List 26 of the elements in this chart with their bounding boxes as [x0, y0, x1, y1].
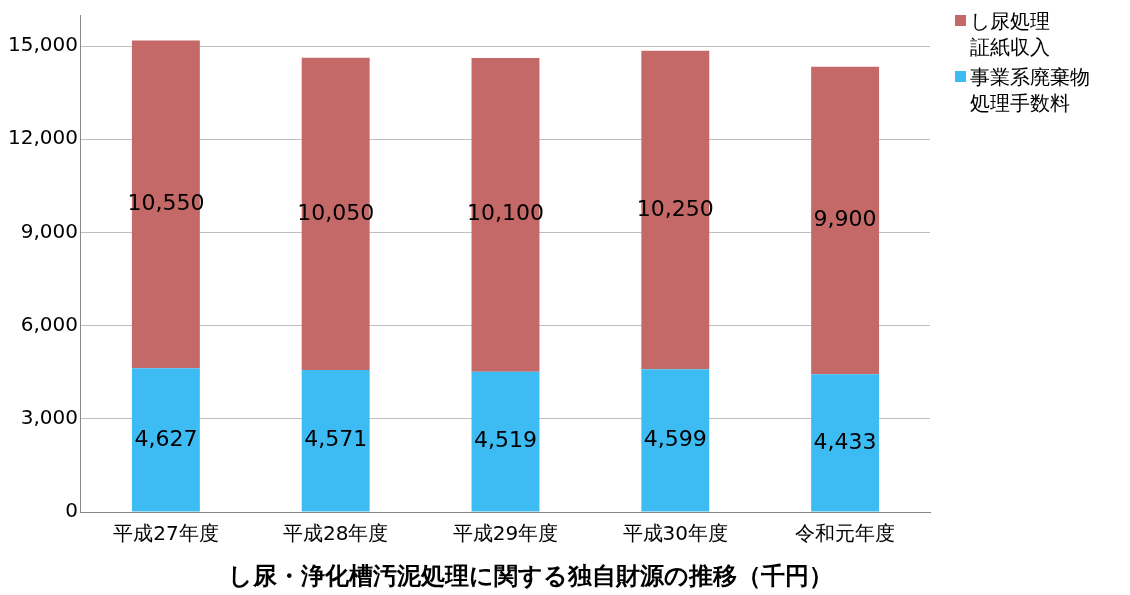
y-tick-label: 6,000 — [20, 311, 78, 336]
data-label: 4,571 — [304, 426, 368, 452]
legend-label: し尿処理証紙収入 — [970, 8, 1051, 60]
y-tick-label: 3,000 — [20, 405, 78, 430]
bar — [811, 66, 880, 375]
x-tick-label: 平成28年度 — [282, 521, 389, 546]
y-tick-label: 9,000 — [20, 218, 78, 243]
y-tick-label: 15,000 — [8, 32, 78, 57]
y-tick-label: 0 — [65, 498, 78, 523]
bar — [811, 374, 880, 512]
x-tick-label: 令和元年度 — [795, 521, 896, 546]
data-label: 4,433 — [813, 428, 877, 454]
bar — [471, 371, 540, 512]
x-tick-label: 平成30年度 — [622, 521, 729, 546]
legend-label: 事業系廃棄物処理手数料 — [970, 64, 1091, 116]
data-label: 4,519 — [474, 427, 537, 453]
bar — [301, 370, 370, 512]
text: し尿・浄化槽汚泥処理に関する独自財源の推移（千円） — [226, 561, 834, 592]
x-tick-label: 平成27年度 — [113, 521, 219, 546]
y-tick-label: 12,000 — [8, 125, 78, 150]
data-label: 9,900 — [813, 206, 877, 232]
bar — [641, 369, 710, 512]
data-label: 4,599 — [643, 426, 707, 452]
x-tick-label: 平成29年度 — [452, 521, 559, 546]
data-label: 4,627 — [134, 425, 198, 451]
bar — [131, 368, 200, 512]
